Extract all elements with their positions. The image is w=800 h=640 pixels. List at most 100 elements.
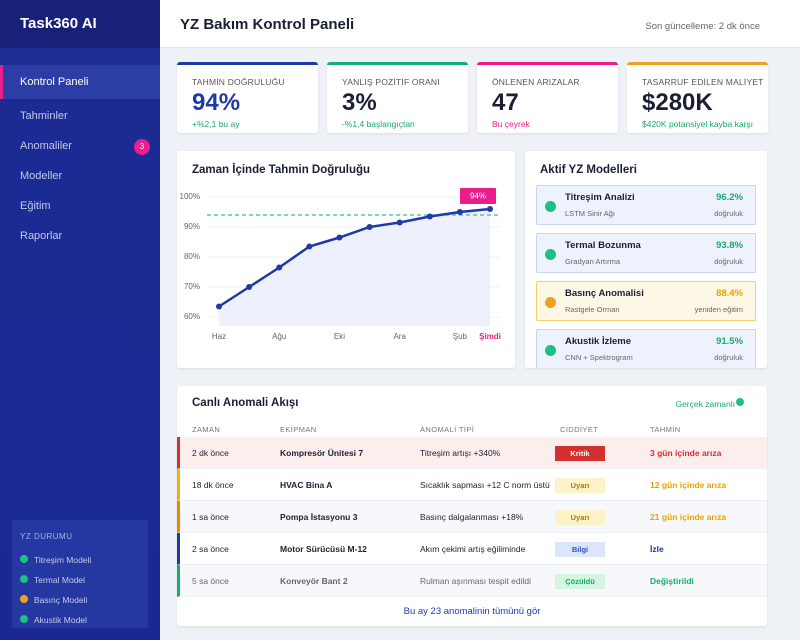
status-item: Basınç Modeli: [34, 595, 88, 605]
table-cell: HVAC Bina A: [280, 480, 333, 490]
kpi-card: YANLIŞ POZİTİF ORANI 3% -%1,4 başlangıçtan: [327, 62, 468, 133]
model-dot: [545, 201, 556, 212]
table-cell: Akım çekimi artış eğiliminde: [420, 544, 526, 554]
kpi-value: 47: [492, 89, 519, 116]
badge: 3: [134, 139, 150, 155]
menu-item[interactable]: Raporlar: [20, 230, 63, 242]
model-score: 93.8%: [716, 240, 743, 251]
model-name: Titreşim Analizi: [565, 192, 635, 203]
table-row: 2 dk önce Kompresör Ünitesi 7 Titreşim art…: [177, 437, 767, 469]
kpi-label: TAHMİN DOĞRULUĞU: [192, 77, 285, 87]
model-sub: CNN + Spektrogram: [565, 353, 633, 362]
model-sub: LSTM Sinir Ağı: [565, 209, 616, 218]
page-title: YZ Bakım Kontrol Paneli: [180, 16, 355, 33]
status-dot: [20, 595, 28, 603]
chart-card: Zaman İçinde Tahmin Doğruluğu 60% 70% 80% 9…: [177, 151, 515, 368]
table-cell: Konveyör Bant 2: [280, 576, 348, 586]
view-all[interactable]: Bu ay 23 anomalinin tümünü gör: [403, 606, 541, 617]
model-dot: [545, 297, 556, 308]
x-tick-label: Ara: [393, 332, 406, 341]
updated: Son güncelleme: 2 dk önce: [645, 21, 760, 32]
model-metric: doğruluk: [714, 353, 743, 362]
models-card: Aktif YZ Modelleri Titreşim Analizi LSTM …: [525, 151, 767, 368]
x-tick-label: Şimdi: [479, 332, 501, 341]
status-item: Akustik Model: [34, 615, 87, 625]
point: [276, 264, 283, 271]
model-metric: doğruluk: [714, 209, 743, 218]
status-item: Termal Model: [34, 575, 86, 585]
severity-badge: Uyarı: [555, 478, 605, 493]
column-header: ANOMALİ TİPİ: [420, 425, 475, 434]
severity-badge: Kritik: [555, 446, 605, 461]
point: [456, 209, 463, 215]
menu-item[interactable]: Kontrol Paneli: [0, 65, 160, 99]
kpi-value: $280K: [642, 89, 713, 116]
kpi-label: YANLIŞ POZİTİF ORANI: [342, 77, 440, 87]
table-cell: 21 gün içinde arıza: [650, 512, 727, 522]
severity-badge: Uyarı: [555, 510, 605, 525]
line: [218, 207, 491, 308]
model-metric: yeniden eğitim: [694, 305, 743, 314]
kpi-note: +%2,1 bu ay: [192, 119, 240, 129]
model-item[interactable]: Basınç Anomalisi Rastgele Orman 88.4% yenid…: [536, 281, 756, 321]
chart: 60% 70% 80% 90% 100% Haz Ağu Eki Ara Şub Şimdi 94%: [180, 188, 501, 341]
model-sub: Rastgele Orman: [565, 305, 620, 314]
table-cell: İzle: [650, 544, 664, 554]
header: YZ Bakım Kontrol Paneli Son güncelleme: …: [160, 0, 800, 48]
feed-card: Canlı Anomali Akışı Gerçek zamanlı ZAMAN…: [177, 386, 767, 626]
table-cell: Rulman aşınması tespit edildi: [420, 576, 532, 586]
kpi-card: ÖNLENEN ARIZALAR 47 Bu çeyrek: [477, 62, 618, 133]
status-dot: [20, 555, 28, 563]
area: [219, 209, 490, 326]
y-tick-label: 60%: [184, 312, 200, 321]
brand: Task360 AI: [0, 0, 160, 48]
point: [366, 224, 373, 230]
model-sub: Gradyan Artırma: [565, 257, 621, 266]
table-row: 5 sa önce Konveyör Bant 2 Rulman aşınması …: [177, 565, 767, 597]
y-tick-label: 100%: [180, 192, 200, 201]
table-cell: 5 sa önce: [192, 576, 229, 586]
kpi-value: 94%: [192, 89, 241, 116]
model-item[interactable]: Akustik İzleme CNN + Spektrogram 91.5% doğr…: [536, 329, 756, 368]
model-name: Akustik İzleme: [565, 336, 631, 347]
model-item[interactable]: Titreşim Analizi LSTM Sinir Ağı 96.2% doğru…: [536, 185, 756, 225]
table-cell: 2 dk önce: [192, 448, 229, 458]
live-label: Gerçek zamanlı: [675, 399, 735, 409]
table-cell: 12 gün içinde arıza: [650, 480, 727, 490]
model-item[interactable]: Termal Bozunma Gradyan Artırma 93.8% doğrul…: [536, 233, 756, 273]
severity-badge: Bilgi: [555, 542, 605, 557]
menu-item[interactable]: Eğitim: [20, 200, 51, 212]
x-tick-label: Eki: [334, 332, 345, 341]
kpi-note: $420K potansiyel kayba karşı: [642, 119, 754, 129]
menu-item[interactable]: Tahminler: [20, 110, 68, 122]
status-item: Titreşim Modeli: [34, 555, 92, 565]
status-dot: [20, 575, 28, 583]
column-header: TAHMİN: [650, 425, 681, 434]
column-header: ZAMAN: [192, 425, 221, 434]
table-row: 18 dk önce HVAC Bina A Sıcaklık sapması +1…: [177, 469, 767, 501]
status-dot: [20, 615, 28, 623]
kpi-label: TASARRUF EDİLEN MALİYET: [642, 77, 764, 87]
point: [487, 206, 493, 212]
y-tick-label: 70%: [184, 282, 200, 291]
table-cell: 1 sa önce: [192, 512, 229, 522]
table-cell: Pompa İstasyonu 3: [280, 512, 358, 522]
status-title: YZ DURUMU: [20, 532, 73, 541]
sidebar: Task360 AI Kontrol Paneli Tahminler Anom…: [0, 0, 160, 640]
menu-item[interactable]: Modeller: [20, 170, 63, 182]
model-dot: [545, 345, 556, 356]
model-score: 91.5%: [716, 336, 743, 347]
kpi-label: ÖNLENEN ARIZALAR: [492, 77, 580, 87]
model-score: 88.4%: [716, 288, 743, 299]
kpi-value: 3%: [342, 89, 377, 116]
point: [426, 213, 433, 220]
y-tick-label: 80%: [184, 252, 200, 261]
x-tick-label: Haz: [212, 332, 226, 341]
table-cell: Sıcaklık sapması +12 C norm üstü: [420, 480, 550, 490]
live-dot: [736, 398, 744, 406]
chart-title: Zaman İçinde Tahmin Doğruluğu: [192, 164, 371, 176]
status-panel: YZ DURUMU Titreşim Modeli Termal Model B…: [12, 520, 148, 628]
point: [246, 284, 253, 290]
menu-item[interactable]: Anomaliler: [20, 140, 72, 152]
table-cell: 3 gün içinde arıza: [650, 448, 722, 458]
